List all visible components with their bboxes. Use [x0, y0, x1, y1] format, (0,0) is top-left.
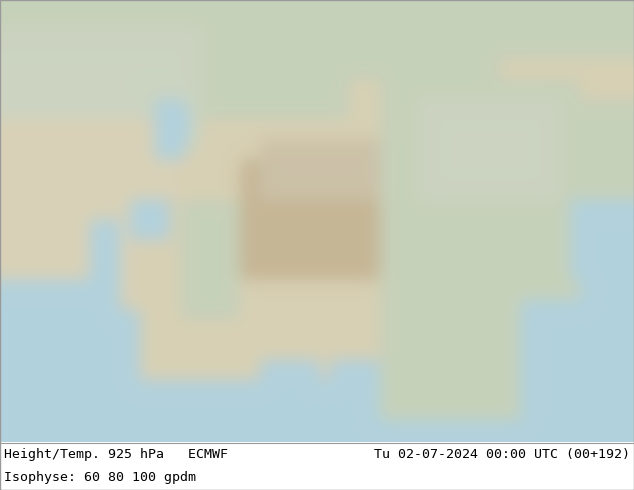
- Text: Height/Temp. 925 hPa   ECMWF: Height/Temp. 925 hPa ECMWF: [4, 448, 228, 461]
- Text: Isophyse: 60 80 100 gpdm: Isophyse: 60 80 100 gpdm: [4, 471, 196, 484]
- Text: Tu 02-07-2024 00:00 UTC (00+192): Tu 02-07-2024 00:00 UTC (00+192): [374, 448, 630, 461]
